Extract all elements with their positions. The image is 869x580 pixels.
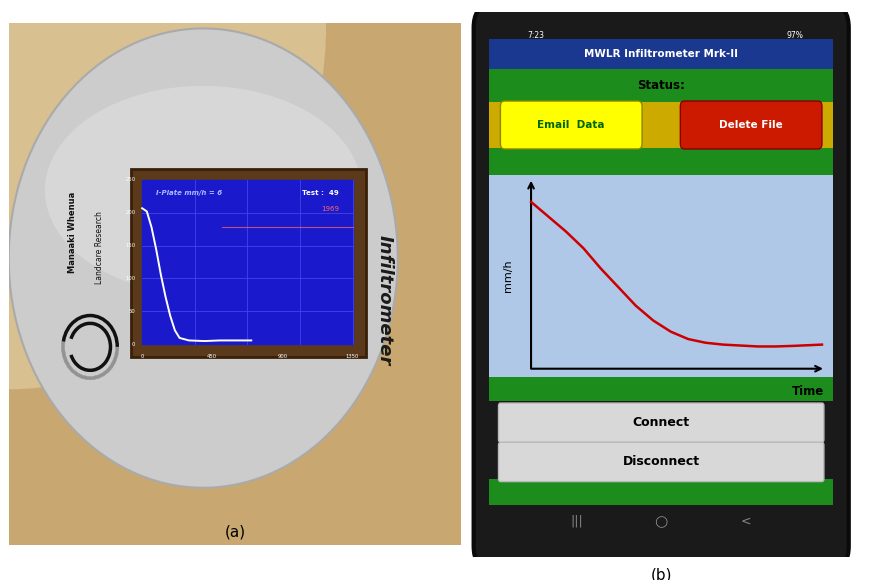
Text: Email  Data: Email Data	[537, 120, 604, 130]
Text: Landcare Research: Landcare Research	[95, 211, 103, 284]
FancyBboxPatch shape	[498, 443, 823, 481]
Text: 900: 900	[277, 354, 287, 358]
Text: 50: 50	[129, 309, 136, 314]
Text: 0: 0	[140, 354, 143, 358]
FancyBboxPatch shape	[130, 169, 366, 357]
Text: Test :  49: Test : 49	[302, 190, 339, 196]
Text: 1969: 1969	[321, 206, 338, 212]
Bar	[488, 69, 833, 102]
Text: 7:23: 7:23	[527, 31, 544, 39]
Wedge shape	[9, 23, 325, 389]
Bar	[488, 175, 833, 377]
Text: 200: 200	[125, 210, 136, 215]
Text: 100: 100	[125, 276, 136, 281]
Text: 97%: 97%	[786, 31, 803, 39]
FancyBboxPatch shape	[473, 6, 848, 568]
Text: (b): (b)	[650, 568, 671, 580]
Text: Disconnect: Disconnect	[622, 455, 699, 469]
Text: 0: 0	[132, 342, 136, 347]
FancyBboxPatch shape	[680, 101, 821, 149]
Bar	[488, 39, 833, 69]
Text: 1350: 1350	[346, 354, 359, 358]
Ellipse shape	[9, 28, 397, 488]
Bar	[488, 377, 833, 401]
Text: Time: Time	[791, 385, 823, 398]
Text: Manaaki Whenua: Manaaki Whenua	[68, 191, 76, 273]
Text: mm/h: mm/h	[502, 260, 513, 292]
Bar	[488, 102, 833, 148]
Text: Delete File: Delete File	[719, 120, 782, 130]
Ellipse shape	[45, 86, 362, 295]
Text: I-Plate mm/h = 6: I-Plate mm/h = 6	[156, 190, 222, 196]
FancyBboxPatch shape	[498, 403, 823, 443]
Bar	[488, 148, 833, 175]
FancyBboxPatch shape	[500, 101, 641, 149]
Text: Infiltrometer: Infiltrometer	[375, 235, 393, 365]
Text: (a): (a)	[224, 525, 245, 540]
Text: 150: 150	[125, 243, 136, 248]
Text: 450: 450	[207, 354, 217, 358]
Bar	[488, 479, 833, 505]
Text: <: <	[740, 515, 750, 528]
Text: MWLR Infiltrometer Mrk-II: MWLR Infiltrometer Mrk-II	[583, 49, 738, 59]
Text: |||: |||	[570, 515, 583, 528]
Bar	[142, 180, 352, 345]
Text: 250: 250	[125, 177, 136, 182]
Text: ○: ○	[653, 514, 667, 529]
Text: Connect: Connect	[632, 416, 689, 429]
Text: Status:: Status:	[636, 79, 685, 92]
